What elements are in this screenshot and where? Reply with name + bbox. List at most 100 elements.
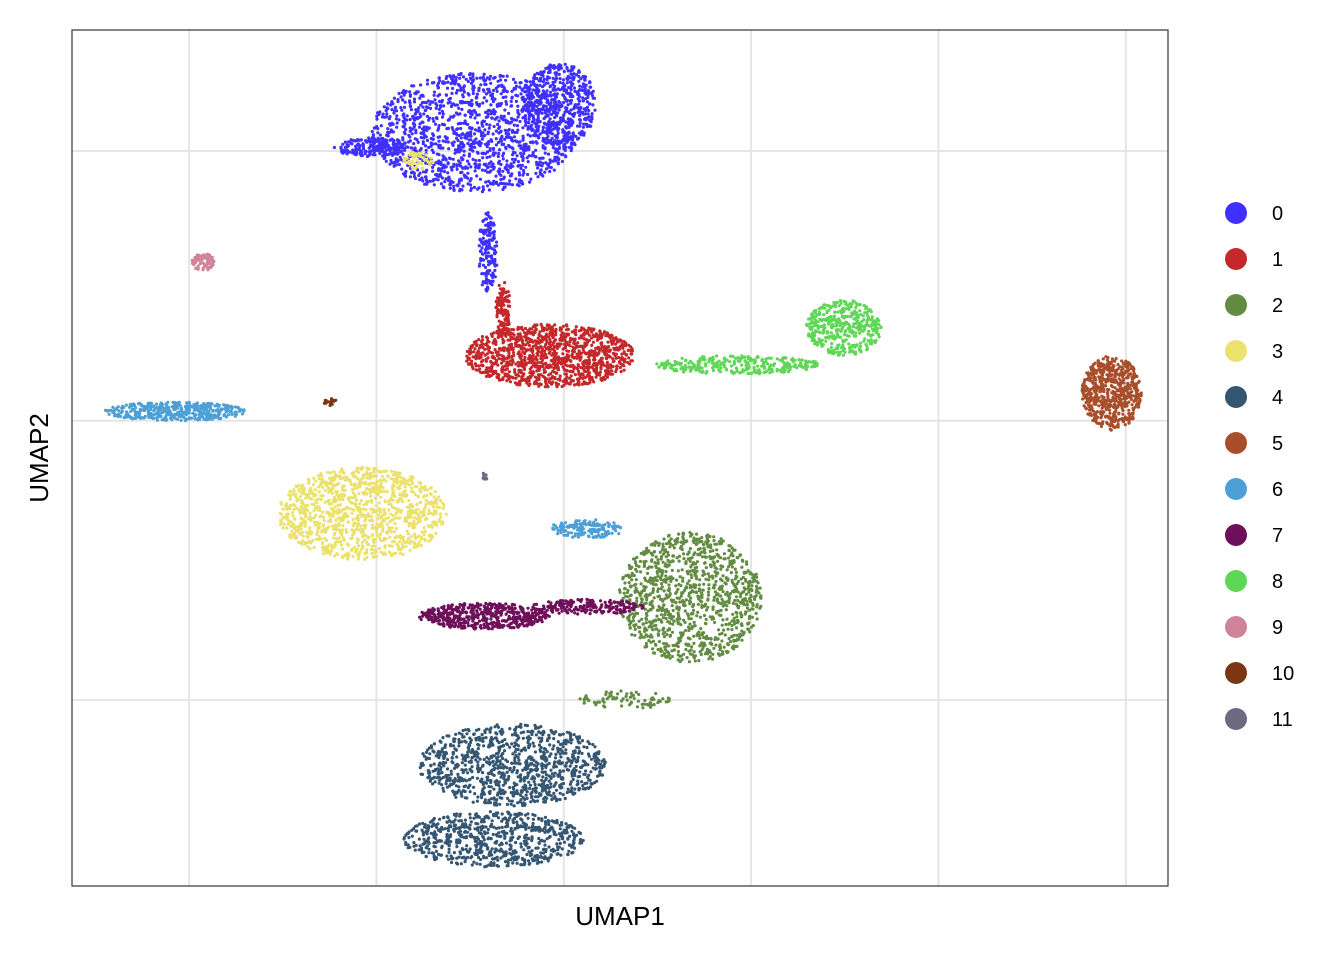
point xyxy=(655,614,659,618)
point xyxy=(663,564,667,568)
point xyxy=(672,619,676,623)
point xyxy=(453,81,457,85)
point xyxy=(463,113,467,117)
point xyxy=(570,337,574,341)
point xyxy=(702,641,706,645)
point xyxy=(650,599,654,603)
point xyxy=(719,613,723,618)
point xyxy=(557,151,561,155)
point xyxy=(553,158,557,162)
point xyxy=(408,117,412,122)
point xyxy=(706,590,711,594)
point xyxy=(562,86,566,90)
point xyxy=(621,697,625,701)
point xyxy=(479,134,483,138)
point xyxy=(510,136,514,140)
point xyxy=(726,627,730,631)
point xyxy=(646,580,650,584)
point xyxy=(623,581,627,585)
point xyxy=(417,125,422,129)
point xyxy=(687,579,691,583)
point xyxy=(468,72,473,76)
point xyxy=(556,162,560,166)
point xyxy=(445,136,449,140)
point xyxy=(558,326,562,330)
point xyxy=(432,90,437,94)
point xyxy=(524,363,528,367)
point xyxy=(557,342,561,346)
point xyxy=(675,578,679,582)
point xyxy=(444,157,448,161)
point xyxy=(729,571,734,575)
point xyxy=(446,178,450,182)
point xyxy=(441,112,445,116)
point xyxy=(682,532,686,536)
point xyxy=(432,93,436,97)
point xyxy=(552,362,556,366)
point xyxy=(515,343,519,348)
point xyxy=(498,74,502,78)
point xyxy=(505,329,509,333)
point xyxy=(514,376,518,380)
point xyxy=(715,548,719,552)
point xyxy=(523,331,527,335)
point xyxy=(528,140,533,144)
point xyxy=(481,258,486,262)
point xyxy=(474,159,478,163)
point xyxy=(583,78,587,82)
point xyxy=(642,564,646,569)
point xyxy=(657,543,661,548)
point xyxy=(326,470,330,474)
point xyxy=(545,162,550,166)
point xyxy=(590,327,595,332)
point xyxy=(592,380,596,384)
point xyxy=(643,698,647,703)
point xyxy=(437,76,441,80)
point xyxy=(607,354,611,358)
point xyxy=(721,618,725,622)
point xyxy=(643,576,647,580)
point xyxy=(496,122,500,127)
point xyxy=(735,633,739,638)
point xyxy=(439,182,443,186)
point xyxy=(541,74,545,78)
point xyxy=(392,161,396,165)
point xyxy=(671,622,675,626)
point xyxy=(547,121,551,125)
point xyxy=(563,96,567,100)
point xyxy=(407,133,411,137)
point xyxy=(388,138,392,142)
point xyxy=(744,579,748,583)
point xyxy=(711,617,716,621)
point xyxy=(527,343,532,348)
point xyxy=(491,96,495,100)
point xyxy=(507,370,511,374)
point xyxy=(668,592,672,596)
point xyxy=(514,93,518,97)
point xyxy=(634,623,638,627)
point xyxy=(631,693,636,697)
point xyxy=(437,153,441,157)
point xyxy=(365,154,370,159)
point xyxy=(450,77,454,81)
point xyxy=(571,94,575,99)
point xyxy=(399,149,403,153)
point xyxy=(522,169,526,173)
point xyxy=(667,563,671,567)
point xyxy=(477,346,481,350)
point xyxy=(398,155,402,159)
point xyxy=(459,100,464,104)
point xyxy=(473,116,477,120)
point xyxy=(558,80,562,85)
point xyxy=(489,169,493,173)
point xyxy=(489,181,493,185)
point xyxy=(511,360,515,364)
point xyxy=(541,80,546,84)
point xyxy=(402,105,407,109)
point xyxy=(413,116,417,120)
point xyxy=(697,583,702,587)
point xyxy=(492,223,496,227)
point xyxy=(496,85,500,89)
point xyxy=(429,136,433,141)
point xyxy=(539,354,543,358)
